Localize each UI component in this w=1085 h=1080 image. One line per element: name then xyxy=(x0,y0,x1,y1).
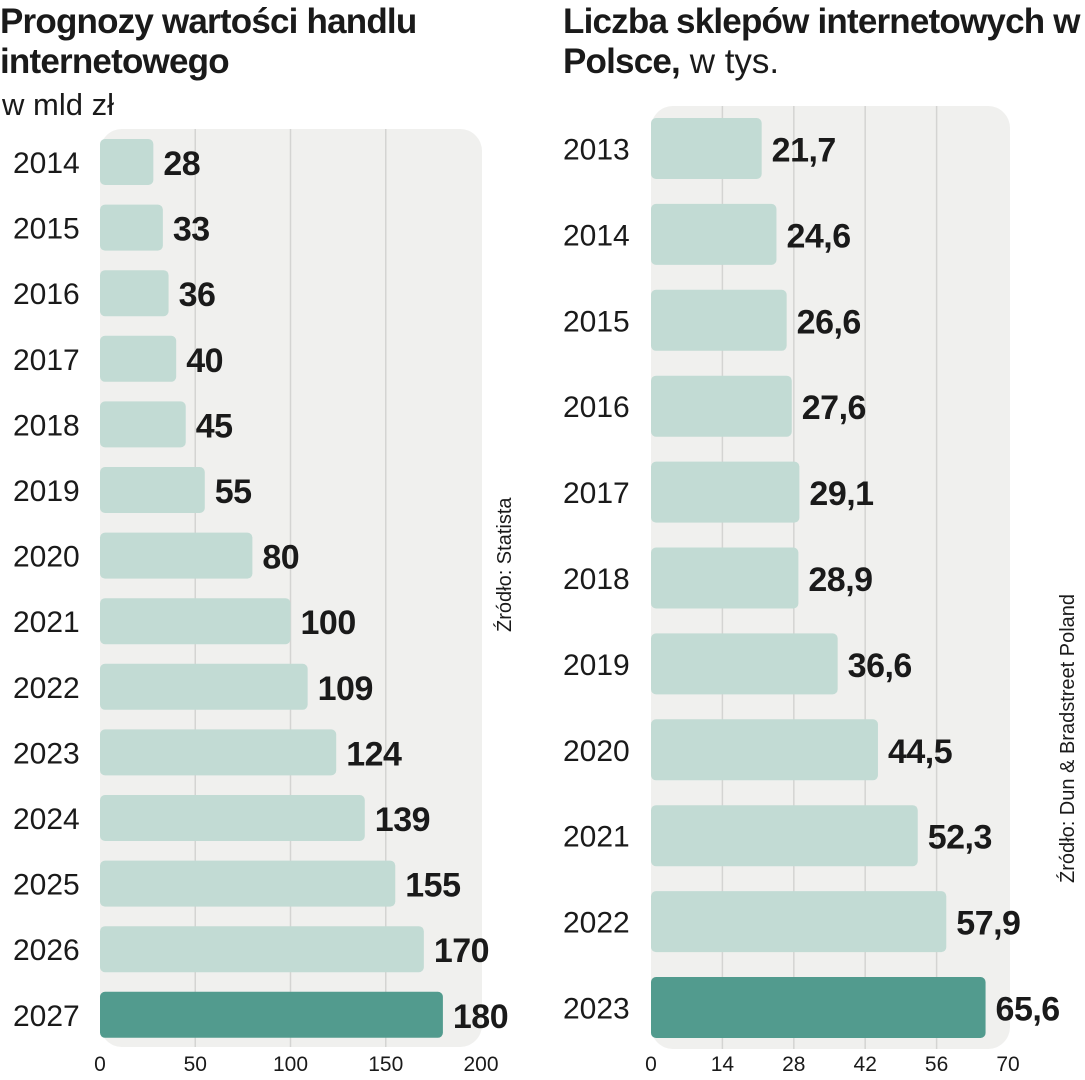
right-bar xyxy=(651,805,918,867)
left-category-label: 2016 xyxy=(13,278,80,311)
right-chart-source: Źródło: Dun & Bradstreet Poland xyxy=(1057,593,1079,883)
left-x-tick-label: 200 xyxy=(463,1053,498,1076)
left-value-label: 40 xyxy=(186,342,223,380)
left-bar xyxy=(100,991,443,1038)
left-bar xyxy=(100,401,186,448)
left-category-label: 2020 xyxy=(13,541,80,574)
left-bar xyxy=(100,467,205,513)
left-x-tick-label: 0 xyxy=(94,1053,106,1076)
right-bar xyxy=(651,461,800,523)
left-value-label: 124 xyxy=(346,735,402,773)
right-value-label: 36,6 xyxy=(848,647,912,685)
left-category-label: 2018 xyxy=(13,409,80,442)
left-x-tick-label: 50 xyxy=(184,1053,207,1076)
right-value-label: 44,5 xyxy=(888,733,952,771)
right-category-label: 2013 xyxy=(563,134,630,167)
right-category-label: 2014 xyxy=(563,219,630,252)
left-value-label: 55 xyxy=(215,473,252,511)
right-value-label: 52,3 xyxy=(928,819,992,857)
left-bar xyxy=(100,532,253,579)
left-bar xyxy=(100,729,337,776)
right-category-label: 2023 xyxy=(563,993,630,1026)
left-bar xyxy=(100,598,291,645)
left-bar xyxy=(100,860,396,907)
right-bar xyxy=(651,289,787,351)
right-category-label: 2017 xyxy=(563,477,630,510)
right-x-tick-label: 14 xyxy=(711,1053,735,1076)
left-x-tick-label: 100 xyxy=(273,1053,308,1076)
left-bar xyxy=(100,139,154,185)
right-x-tick-label: 56 xyxy=(925,1053,948,1076)
left-bar xyxy=(100,663,308,710)
right-chart-title-unit: w tys. xyxy=(679,42,780,81)
right-value-label: 57,9 xyxy=(956,905,1020,943)
right-x-tick-label: 42 xyxy=(854,1053,877,1076)
left-bar xyxy=(100,335,177,382)
left-category-label: 2023 xyxy=(13,737,80,770)
left-value-label: 28 xyxy=(163,145,200,183)
right-value-label: 28,9 xyxy=(808,561,872,599)
right-bar xyxy=(651,118,762,179)
left-bar xyxy=(100,204,163,251)
right-value-label: 65,6 xyxy=(996,991,1060,1029)
left-bar xyxy=(100,795,365,841)
left-value-label: 139 xyxy=(375,801,430,839)
left-category-label: 2014 xyxy=(13,147,80,180)
left-value-label: 170 xyxy=(434,932,489,970)
left-category-label: 2024 xyxy=(13,803,80,836)
left-value-label: 100 xyxy=(301,604,356,642)
right-bar xyxy=(651,719,878,781)
right-value-label: 21,7 xyxy=(772,132,836,170)
right-x-tick-label: 70 xyxy=(996,1053,1019,1076)
left-chart-source: Źródło: Statista xyxy=(494,497,516,632)
right-bar xyxy=(651,547,799,609)
right-bar xyxy=(651,375,792,437)
left-category-label: 2027 xyxy=(13,1000,80,1033)
left-category-label: 2025 xyxy=(13,869,80,902)
left-category-label: 2019 xyxy=(13,475,80,508)
right-bar xyxy=(651,633,838,695)
left-value-label: 109 xyxy=(318,670,373,708)
left-bar xyxy=(100,926,424,973)
right-value-label: 24,6 xyxy=(786,217,850,255)
left-value-label: 80 xyxy=(262,539,299,577)
left-category-label: 2017 xyxy=(13,344,80,377)
left-category-label: 2021 xyxy=(13,606,80,639)
left-value-label: 180 xyxy=(453,998,508,1036)
right-category-label: 2018 xyxy=(563,563,630,596)
right-category-label: 2022 xyxy=(563,907,630,940)
right-bar xyxy=(651,891,947,953)
left-value-label: 36 xyxy=(179,276,216,314)
left-value-label: 155 xyxy=(405,867,460,905)
right-bar xyxy=(651,977,986,1038)
right-chart-title-main: Liczba sklepów internetowych w Polsce, xyxy=(563,2,1080,81)
right-bar xyxy=(651,203,777,265)
left-chart-title: Prognozy wartości handlu internetowego xyxy=(0,2,417,81)
right-category-label: 2015 xyxy=(563,305,630,338)
right-category-label: 2021 xyxy=(563,821,630,854)
right-value-label: 27,6 xyxy=(802,389,866,427)
left-category-label: 2022 xyxy=(13,672,80,705)
right-chart-title: Liczba sklepów internetowych w Polsce, w… xyxy=(563,2,1083,82)
right-category-label: 2016 xyxy=(563,391,630,424)
right-value-label: 29,1 xyxy=(809,475,873,513)
right-x-tick-label: 28 xyxy=(782,1053,805,1076)
right-category-label: 2020 xyxy=(563,735,630,768)
right-value-label: 26,6 xyxy=(797,303,861,341)
left-value-label: 33 xyxy=(173,211,210,249)
left-x-tick-label: 150 xyxy=(368,1053,403,1076)
left-bar xyxy=(100,270,169,317)
right-category-label: 2019 xyxy=(563,649,630,682)
left-category-label: 2015 xyxy=(13,213,80,246)
right-x-tick-label: 0 xyxy=(645,1053,657,1076)
left-category-label: 2026 xyxy=(13,934,80,967)
left-value-label: 45 xyxy=(196,407,233,445)
left-chart-subtitle: w mld zł xyxy=(2,87,114,122)
